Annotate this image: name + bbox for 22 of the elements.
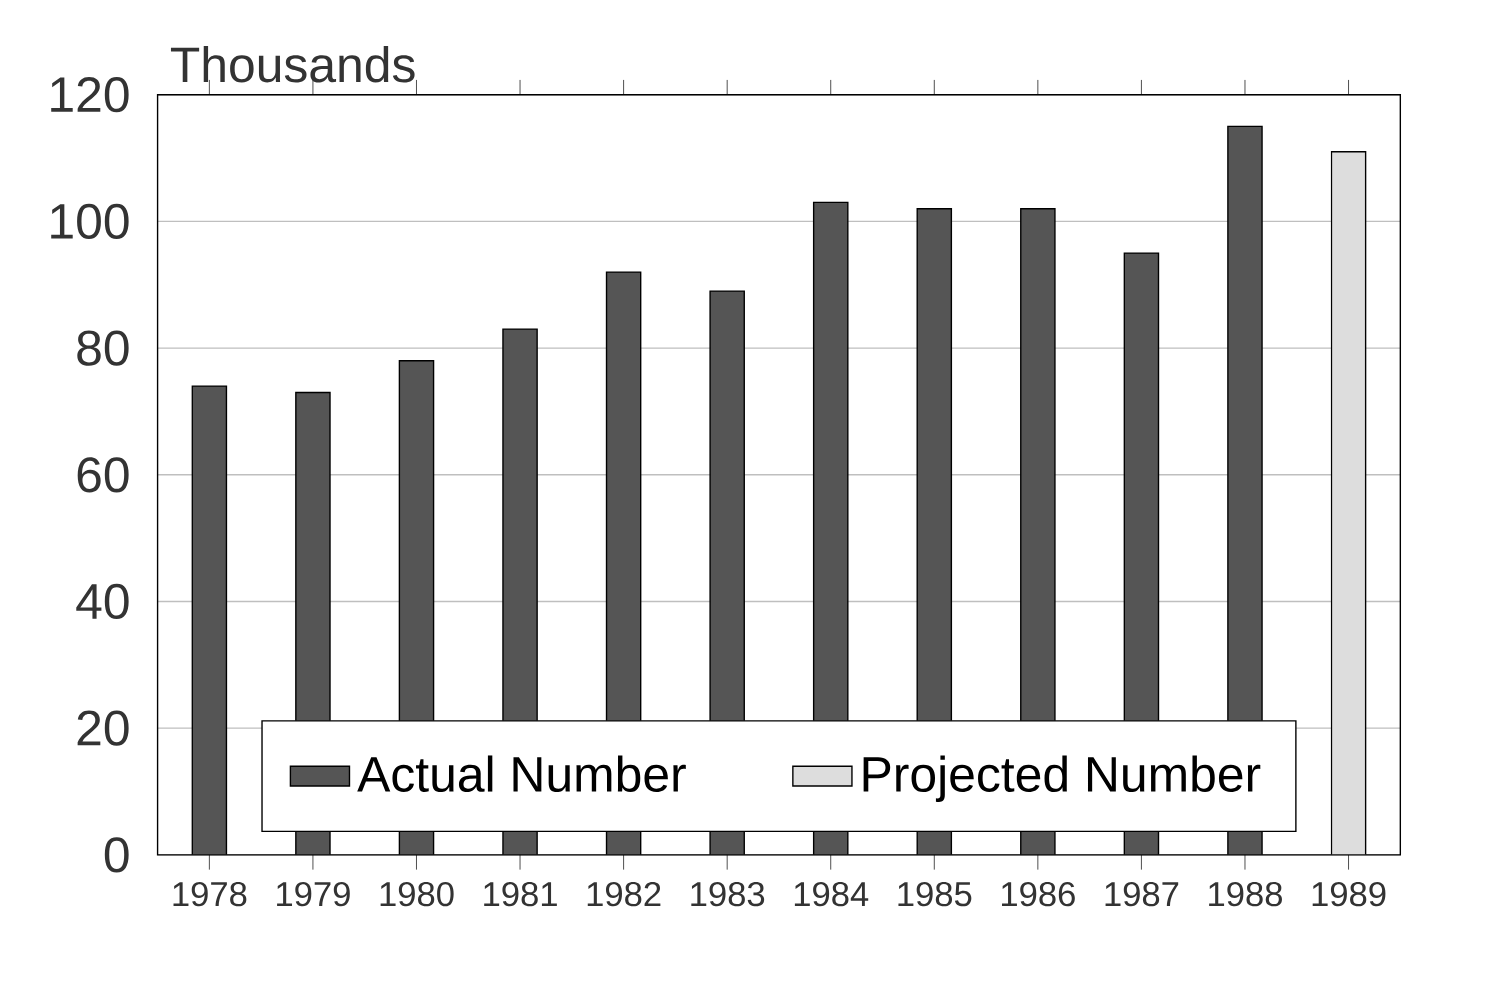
x-tick-label: 1982	[587, 881, 661, 907]
legend-label: Projected Number	[863, 755, 1261, 802]
x-tick-label: 1989	[1312, 881, 1386, 907]
y-tick-label: 80	[77, 330, 129, 366]
y-tick-label: 100	[51, 203, 129, 240]
y-tick-label: 20	[77, 710, 129, 746]
x-tick-label: 1978	[173, 881, 247, 907]
legend-label: Actual Number	[357, 755, 686, 793]
y-axis-title: Thousands	[170, 45, 415, 83]
x-tick-label: 1988	[1209, 881, 1282, 907]
x-tick-label: 1984	[794, 881, 869, 907]
x-tick-label: 1981	[484, 881, 557, 907]
x-tick-label: 1983	[691, 881, 765, 907]
y-tick-label: 120	[51, 77, 129, 113]
x-tick-label: 1987	[1105, 881, 1179, 907]
y-tick-label: 0	[104, 837, 129, 873]
x-tick-label: 1980	[380, 881, 454, 907]
y-tick-label: 60	[77, 457, 129, 493]
x-tick-label: 1985	[898, 881, 972, 907]
x-tick-label: 1979	[277, 881, 350, 907]
y-tick-label: 40	[76, 583, 129, 620]
x-tick-label: 1986	[1002, 881, 1075, 907]
